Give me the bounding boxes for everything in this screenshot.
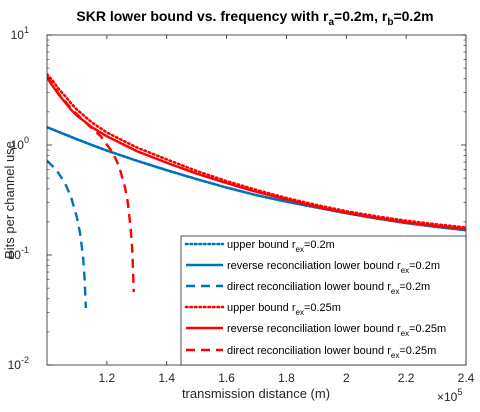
series-layer bbox=[47, 72, 466, 309]
y-tick-label: 10-2 bbox=[8, 355, 29, 372]
y-tick-label: 101 bbox=[11, 25, 29, 42]
legend-label-1: upper bound rex=0.2m bbox=[227, 239, 335, 254]
legend-label-2: reverse reconciliation lower bound rex=0… bbox=[227, 260, 440, 275]
y-tick-label: 100 bbox=[11, 135, 29, 152]
x-tick-label: 1.8 bbox=[278, 371, 295, 385]
legend-box bbox=[180, 235, 467, 366]
chart-title: SKR lower bound vs. frequency with ra=0.… bbox=[76, 8, 433, 28]
x-tick-label: 2.4 bbox=[458, 371, 475, 385]
legend-label-3: direct reconciliation lower bound rex=0.… bbox=[227, 281, 430, 296]
x-axis-exponent: ×105 bbox=[437, 387, 462, 404]
x-tick-label: 1.4 bbox=[158, 371, 175, 385]
series-line-4 bbox=[47, 72, 466, 229]
legend: upper bound rex=0.2m reverse reconciliati… bbox=[180, 235, 467, 366]
y-axis-label: Bits per channel use bbox=[2, 141, 17, 259]
series-line-3 bbox=[47, 159, 88, 309]
legend-label-4: upper bound rex=0.25m bbox=[227, 302, 341, 317]
ticks-layer: 1.2 1.4 1.6 1.8 2 2.2 2.4 10-2 10-1 100 101 bbox=[8, 25, 475, 385]
series-line-6 bbox=[47, 75, 135, 293]
x-tick-label: 2 bbox=[343, 371, 350, 385]
legend-label-6: direct reconciliation lower bound rex=0.… bbox=[227, 345, 436, 360]
x-tick-label: 1.2 bbox=[99, 371, 116, 385]
x-tick-label: 1.6 bbox=[218, 371, 235, 385]
legend-label-5: reverse reconciliation lower bound rex=0… bbox=[227, 323, 446, 338]
x-tick-label: 2.2 bbox=[398, 371, 415, 385]
x-axis-label: transmission distance (m) bbox=[182, 386, 330, 401]
y-tick-label: 10-1 bbox=[8, 245, 29, 262]
